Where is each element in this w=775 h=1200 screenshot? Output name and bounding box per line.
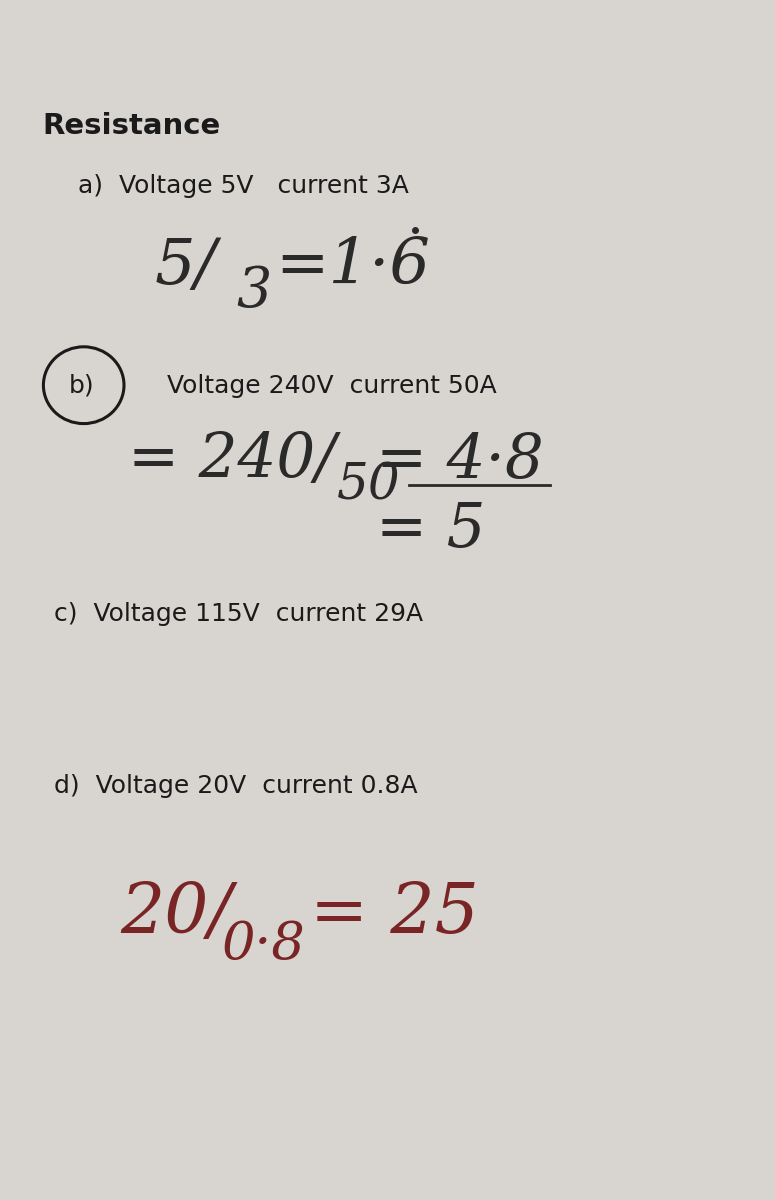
Text: 5/: 5/ — [155, 235, 217, 298]
Text: d)  Voltage 20V  current 0.8A: d) Voltage 20V current 0.8A — [54, 774, 418, 798]
Text: b): b) — [68, 373, 95, 397]
Text: a)  Voltage 5V   current 3A: a) Voltage 5V current 3A — [78, 174, 408, 198]
Text: = 4·8: = 4·8 — [376, 430, 543, 490]
Text: 0·8: 0·8 — [221, 919, 305, 970]
Text: = 25: = 25 — [310, 881, 479, 948]
Text: = 240/: = 240/ — [128, 430, 336, 490]
Text: 50: 50 — [337, 461, 401, 511]
Text: =1·6: =1·6 — [275, 235, 430, 298]
Text: 3: 3 — [236, 264, 271, 319]
Text: = 5: = 5 — [376, 500, 485, 560]
Text: c)  Voltage 115V  current 29A: c) Voltage 115V current 29A — [54, 602, 423, 626]
Text: Voltage 240V  current 50A: Voltage 240V current 50A — [167, 374, 496, 398]
Text: Resistance: Resistance — [43, 112, 221, 140]
Text: 20/: 20/ — [120, 881, 232, 948]
